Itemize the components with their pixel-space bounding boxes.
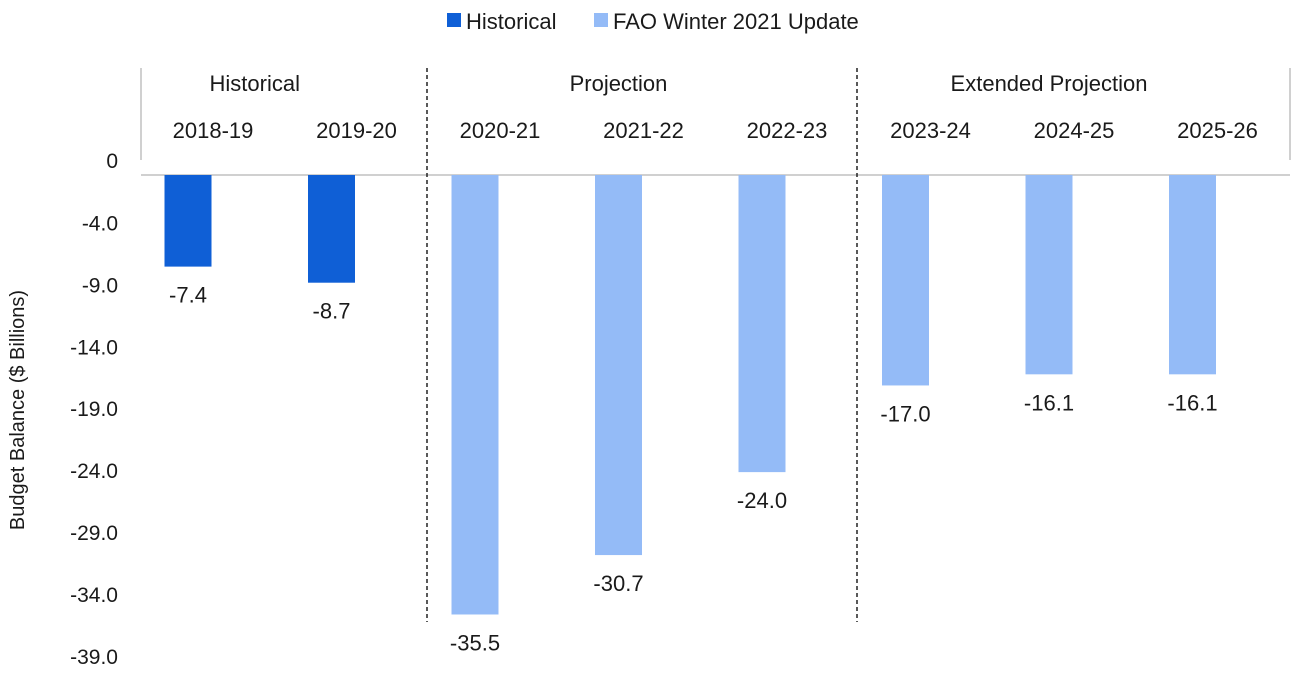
bar-2024-25 [1025, 175, 1073, 375]
data-label-2023-24: -17.0 [880, 401, 930, 426]
category-label-2: 2020-21 [460, 118, 541, 143]
bar-2025-26 [1169, 175, 1216, 375]
data-label-2022-23: -24.0 [737, 488, 787, 513]
category-label-6: 2024-25 [1034, 118, 1115, 143]
group-label-0: Historical [210, 71, 300, 96]
bar-2023-24 [882, 175, 929, 386]
group-label-1: Projection [570, 71, 668, 96]
y-tick-label-3: -14.0 [70, 336, 118, 359]
data-labels: -7.4 -8.7 -35.5 -30.7 -24.0 -17.0 -16.1 -16.1 [169, 283, 1218, 656]
category-label-1: 2019-20 [316, 118, 397, 143]
category-label-0: 2018-19 [173, 118, 254, 143]
y-tick-label-7: -34.0 [70, 584, 118, 607]
category-label-5: 2023-24 [890, 118, 971, 143]
category-labels: 2018-19 2019-20 2020-21 2021-22 2022-23 2023-… [173, 118, 1258, 143]
y-tick-label-1: -4.0 [82, 213, 118, 236]
legend-swatch-1 [594, 13, 608, 27]
category-label-3: 2021-22 [603, 118, 684, 143]
data-label-2024-25: -16.1 [1024, 390, 1074, 415]
y-tick-label-2: -9.0 [82, 274, 118, 297]
data-label-2021-22: -30.7 [593, 571, 643, 596]
y-tick-label-5: -24.0 [70, 460, 118, 483]
y-axis-title: Budget Balance ($ Billions) [7, 290, 29, 530]
bars [164, 175, 1216, 615]
y-tick-label-0: 0 [106, 150, 118, 173]
data-label-2025-26: -16.1 [1167, 390, 1217, 415]
legend-swatch-0 [447, 13, 461, 27]
legend-label-0: Historical [466, 9, 556, 34]
y-tick-label-8: -39.0 [70, 646, 118, 669]
bar-2019-20 [308, 175, 355, 283]
y-axis-ticks: 0 -4.0 -9.0 -14.0 -19.0 -24.0 -29.0 -34.0 -39.0 [70, 150, 118, 669]
bar-2021-22 [595, 175, 642, 556]
category-label-4: 2022-23 [747, 118, 828, 143]
y-tick-label-6: -29.0 [70, 522, 118, 545]
chart-frame [140, 68, 1291, 622]
legend-label-1: FAO Winter 2021 Update [613, 9, 859, 34]
bar-2018-19 [164, 175, 212, 267]
data-label-2020-21: -35.5 [450, 630, 500, 655]
data-label-2018-19: -7.4 [169, 283, 207, 308]
bar-2022-23 [738, 175, 786, 473]
group-labels: Historical Projection Extended Projection [210, 71, 1148, 96]
group-label-2: Extended Projection [951, 71, 1148, 96]
bar-2020-21 [451, 175, 499, 615]
legend: Historical FAO Winter 2021 Update [447, 9, 859, 34]
category-label-7: 2025-26 [1177, 118, 1258, 143]
y-tick-label-4: -19.0 [70, 398, 118, 421]
data-label-2019-20: -8.7 [313, 299, 351, 324]
